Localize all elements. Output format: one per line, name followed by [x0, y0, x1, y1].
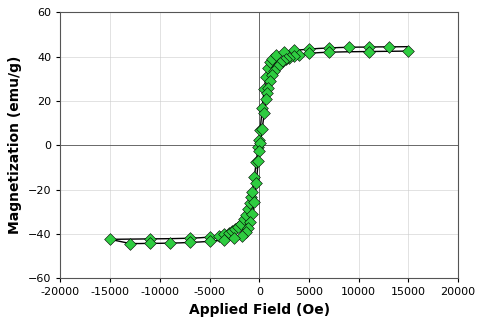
- Point: [230, 236, 238, 241]
- Point: [285, 55, 293, 60]
- Point: [282, 57, 290, 62]
- Point: [252, 180, 260, 186]
- Point: [126, 241, 134, 246]
- Point: [325, 46, 333, 51]
- Point: [270, 69, 278, 74]
- Point: [268, 73, 276, 78]
- Point: [106, 237, 114, 242]
- Point: [279, 58, 287, 64]
- Point: [305, 46, 313, 52]
- Point: [241, 217, 248, 222]
- Y-axis label: Magnetization (emu/g): Magnetization (emu/g): [8, 56, 22, 234]
- Point: [255, 158, 262, 163]
- Point: [262, 74, 270, 79]
- Point: [305, 51, 313, 56]
- Point: [263, 91, 271, 96]
- Point: [345, 45, 353, 50]
- Point: [264, 85, 272, 90]
- Point: [242, 229, 250, 234]
- Point: [257, 140, 264, 146]
- Point: [248, 211, 256, 216]
- Point: [146, 236, 154, 241]
- Point: [295, 52, 303, 58]
- Point: [273, 64, 281, 69]
- Point: [365, 49, 373, 54]
- Point: [226, 230, 233, 235]
- Point: [255, 145, 262, 150]
- Point: [231, 227, 239, 232]
- Point: [260, 86, 268, 91]
- Point: [266, 60, 274, 65]
- Point: [266, 78, 274, 84]
- Point: [256, 148, 263, 153]
- Point: [258, 126, 266, 131]
- Point: [242, 212, 250, 217]
- Point: [264, 66, 272, 71]
- Point: [186, 236, 194, 241]
- Point: [206, 235, 213, 240]
- Point: [221, 232, 228, 237]
- Point: [365, 45, 373, 50]
- Point: [325, 50, 333, 55]
- Point: [257, 127, 264, 132]
- Point: [272, 52, 280, 58]
- Point: [276, 61, 284, 66]
- Point: [405, 48, 412, 54]
- Point: [215, 233, 223, 238]
- Point: [262, 96, 270, 101]
- Point: [146, 241, 154, 246]
- X-axis label: Applied Field (Oe): Applied Field (Oe): [189, 303, 330, 317]
- Point: [221, 237, 228, 242]
- Point: [228, 228, 236, 234]
- Point: [268, 56, 276, 61]
- Point: [206, 239, 213, 244]
- Point: [244, 226, 252, 231]
- Point: [246, 200, 254, 205]
- Point: [250, 175, 258, 180]
- Point: [239, 233, 246, 238]
- Point: [252, 159, 260, 164]
- Point: [246, 220, 254, 225]
- Point: [248, 189, 256, 194]
- Point: [290, 53, 298, 58]
- Point: [235, 225, 242, 230]
- Point: [238, 221, 245, 227]
- Point: [290, 48, 298, 53]
- Point: [186, 240, 194, 245]
- Point: [244, 207, 252, 212]
- Point: [250, 199, 258, 204]
- Point: [166, 240, 174, 246]
- Point: [260, 111, 268, 116]
- Point: [258, 105, 266, 110]
- Point: [385, 44, 393, 49]
- Point: [280, 50, 288, 55]
- Point: [247, 195, 255, 200]
- Point: [256, 137, 263, 142]
